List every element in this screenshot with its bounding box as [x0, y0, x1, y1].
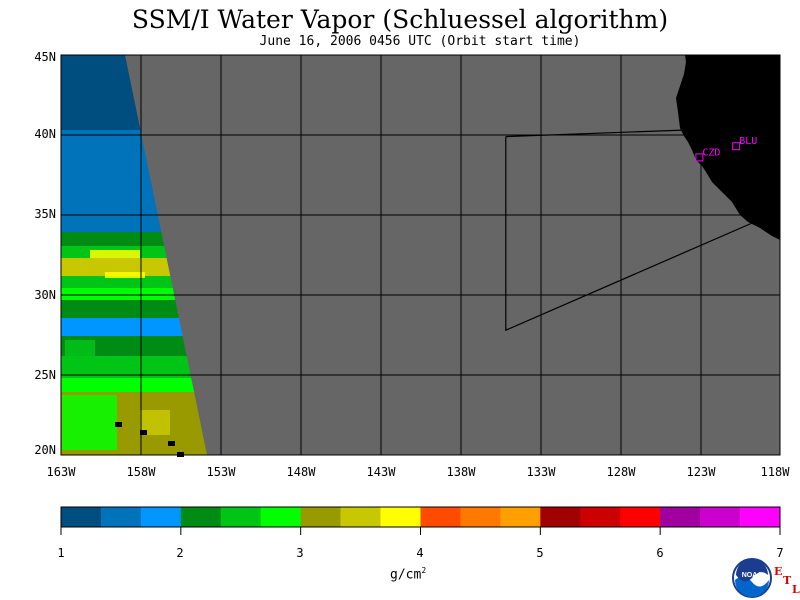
swath-patch-4 — [105, 272, 145, 278]
colorbar-swatch-11 — [500, 507, 541, 527]
swath-patch-3 — [90, 250, 140, 258]
lon-label-143w: 143W — [366, 465, 396, 479]
track-top — [505, 128, 724, 138]
colorbar-tick-3: 3 — [296, 546, 304, 560]
station-marker-blu — [732, 142, 741, 151]
lat-label-35n: 35N — [34, 207, 56, 221]
etl-letter-e: E — [774, 565, 783, 578]
lon-label-148w: 148W — [286, 465, 316, 479]
lat-label-45n: 45N — [34, 50, 56, 64]
noaa-logo-text: NOAA — [742, 572, 763, 579]
lon-label-128w: 128W — [606, 465, 636, 479]
map-title: SSM/I Water Vapor (Schluessel algorithm) — [131, 5, 669, 34]
swath-patch-7 — [65, 340, 95, 370]
colorbar-swatch-3 — [180, 507, 222, 527]
land-area — [676, 55, 780, 240]
track-sides — [505, 136, 753, 332]
swath-band-11 — [61, 378, 195, 392]
colorbar-tick-1: 1 — [57, 546, 65, 560]
lon-label-158w: 158W — [126, 465, 156, 479]
swath-band-4 — [61, 258, 171, 276]
colorbar-swatch-17 — [740, 507, 781, 527]
colorbar-swatch-10 — [460, 507, 501, 527]
colorbar-swatch-2 — [140, 507, 182, 527]
graticule — [61, 55, 780, 455]
colorbar-swatch-15 — [660, 507, 701, 527]
map-subtitle: June 16, 2006 0456 UTC (Orbit start time… — [259, 34, 581, 49]
lon-label-123w: 123W — [686, 465, 716, 479]
colorbar-swatch-5 — [260, 507, 301, 527]
colorbar-swatch-7 — [340, 507, 381, 527]
swath-band-8 — [61, 318, 183, 336]
colorbar-swatch-4 — [220, 507, 262, 527]
station-label-czd: CZD — [702, 147, 720, 158]
colorbar-tick-2: 2 — [176, 546, 184, 560]
lon-label-133w: 133W — [526, 465, 556, 479]
etl-letter-l: L — [792, 583, 800, 596]
colorbar-swatch-8 — [380, 507, 421, 527]
lon-label-138w: 138W — [446, 465, 476, 479]
colorbar-tick-5: 5 — [536, 546, 544, 560]
lat-label-40n: 40N — [34, 127, 56, 141]
island-0 — [115, 422, 122, 427]
stations: CZD BLU — [695, 136, 757, 162]
colorbar-tick-6: 6 — [656, 546, 664, 560]
swath-data — [61, 55, 780, 457]
swath-patch-2 — [62, 395, 117, 450]
colorbar-tick-4: 4 — [416, 546, 424, 560]
colorbar-swatch-9 — [420, 507, 461, 527]
island-2 — [168, 441, 175, 446]
noaa-logo: NOAA — [732, 558, 772, 598]
lon-label-118w: 118W — [760, 465, 790, 479]
colorbar-swatch-12 — [540, 507, 581, 527]
colorbar-swatch-13 — [580, 507, 621, 527]
lat-label-25n: 25N — [34, 368, 56, 382]
swath-band-6 — [61, 288, 176, 300]
colorbar-tick-7: 7 — [776, 546, 784, 560]
island-1 — [140, 430, 147, 435]
station-label-blu: BLU — [739, 136, 757, 147]
etl-letter-t: T — [783, 574, 792, 587]
swath-band-5 — [61, 276, 173, 288]
lon-label-163w: 163W — [46, 465, 76, 479]
swath-patch-1 — [62, 150, 117, 220]
colorbar — [60, 506, 781, 535]
colorbar-swatch-16 — [700, 507, 741, 527]
lat-label-30n: 30N — [34, 288, 56, 302]
orbit-track — [505, 128, 753, 332]
colorbar-units: g/cm2 — [390, 566, 427, 583]
station-marker-czd — [695, 153, 704, 162]
map-frame — [60, 54, 781, 456]
swath-band-2 — [61, 232, 165, 246]
colorbar-swatch-6 — [300, 507, 341, 527]
lat-label-20n: 20N — [34, 443, 56, 457]
swath-patch-8 — [62, 300, 107, 314]
swath-patch-0 — [62, 60, 102, 125]
colorbar-swatch-0 — [61, 507, 102, 527]
lon-label-153w: 153W — [206, 465, 236, 479]
colorbar-swatch-1 — [100, 507, 142, 527]
colorbar-swatch-14 — [620, 507, 661, 527]
